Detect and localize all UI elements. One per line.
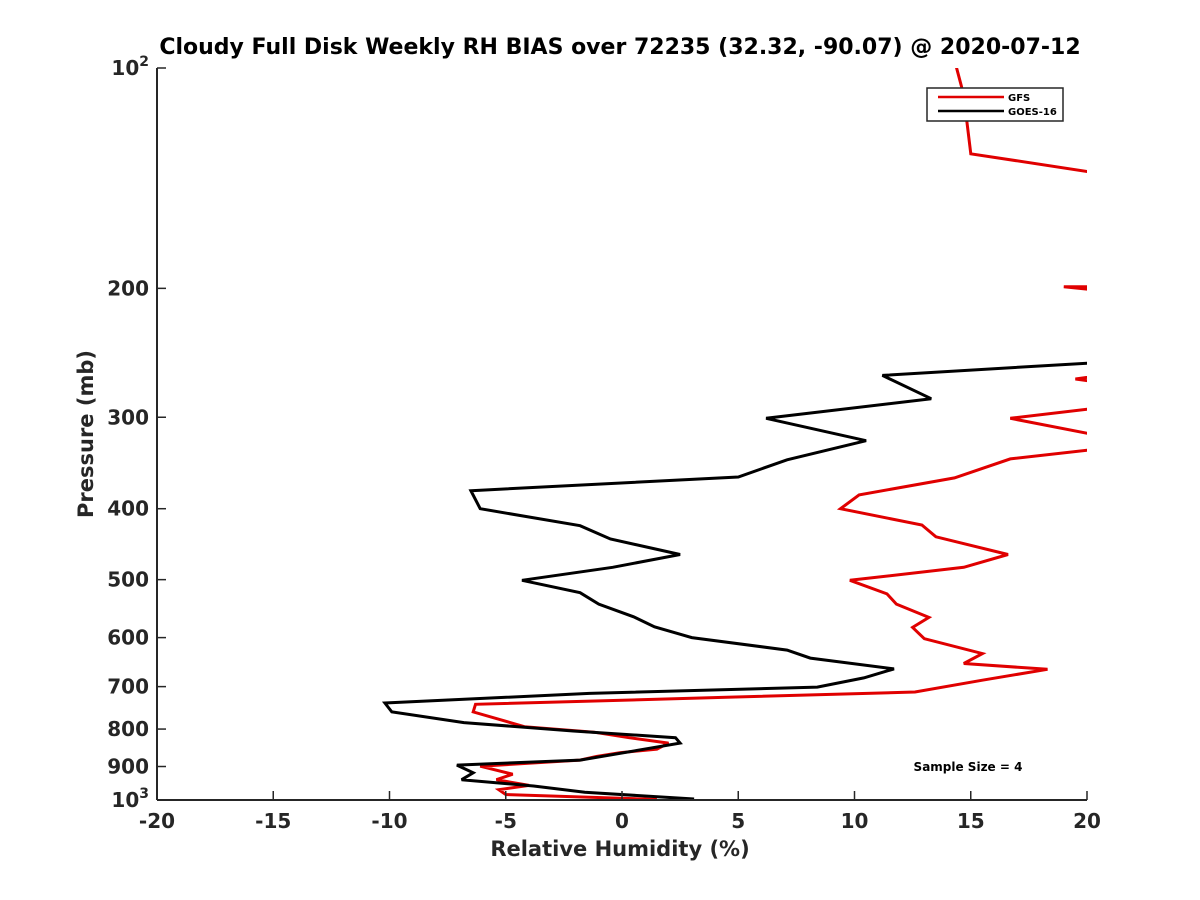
sample-size-annotation: Sample Size = 4	[914, 760, 1023, 774]
y-tick-label: 103	[111, 786, 149, 812]
y-tick-label: 600	[107, 626, 149, 650]
x-tick-label: -20	[139, 809, 175, 833]
y-tick-label: 300	[107, 405, 149, 429]
legend: GFS GOES-16	[926, 87, 1064, 122]
legend-label-goes16: GOES-16	[1008, 107, 1057, 118]
x-tick-label: -10	[371, 809, 407, 833]
x-tick-label: 20	[1073, 809, 1101, 833]
x-tick-label: 10	[841, 809, 869, 833]
y-tick-label: 500	[107, 568, 149, 592]
y-tick-label: 700	[107, 675, 149, 699]
legend-label-gfs: GFS	[1008, 93, 1030, 104]
y-tick-label: 900	[107, 755, 149, 779]
series-line-goes16	[381, 361, 1087, 800]
axes-layer: -20 -15 -10 -5 0 5 10 15 20 102 200 300 400 500 600 700…	[107, 54, 1101, 833]
y-tick-label: 102	[111, 54, 149, 80]
chart-title: Cloudy Full Disk Weekly RH BIAS over 722…	[159, 35, 1080, 60]
legend-box	[926, 87, 1064, 122]
y-tick-label: 400	[107, 497, 149, 521]
x-tick-label: -5	[495, 809, 517, 833]
x-tick-label: -15	[255, 809, 291, 833]
x-tick-label: 0	[615, 809, 629, 833]
x-tick-label: 15	[957, 809, 985, 833]
x-axis-title: Relative Humidity (%)	[490, 837, 749, 861]
y-tick-label: 800	[107, 717, 149, 741]
series-layer	[381, 68, 1087, 800]
y-tick-label: 200	[107, 276, 149, 300]
y-axis-title: Pressure (mb)	[74, 350, 98, 518]
x-tick-label: 5	[731, 809, 745, 833]
